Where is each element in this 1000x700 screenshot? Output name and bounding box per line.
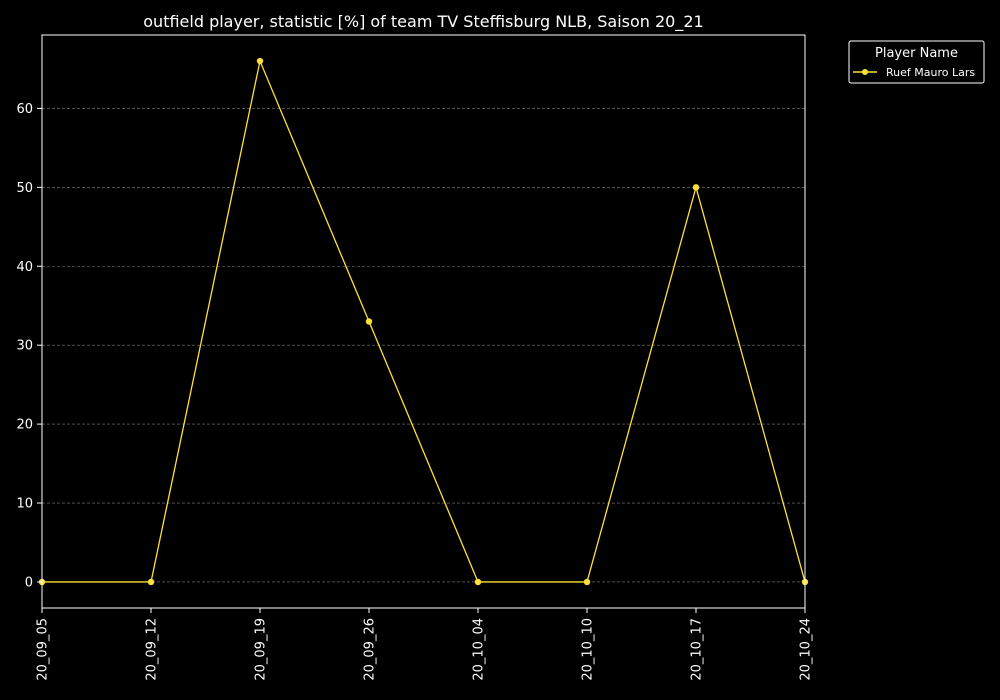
x-tick-label: 20_09_05 bbox=[36, 618, 51, 681]
data-point bbox=[256, 57, 264, 65]
legend-title: Player Name bbox=[875, 46, 958, 61]
y-tick-label: 0 bbox=[25, 575, 33, 590]
y-tick-label: 50 bbox=[16, 181, 33, 196]
x-tick-label: 20_10_24 bbox=[799, 618, 814, 681]
legend-entry-label: Ruef Mauro Lars bbox=[886, 66, 975, 79]
grid-lines bbox=[42, 108, 805, 583]
series-line bbox=[42, 58, 806, 583]
y-tick-label: 40 bbox=[16, 260, 33, 275]
x-tick-label: 20_10_04 bbox=[472, 618, 487, 681]
legend-box bbox=[848, 40, 985, 84]
y-tick-label: 10 bbox=[16, 497, 33, 512]
legend-marker-swatch bbox=[862, 69, 868, 75]
series-layer bbox=[38, 57, 809, 586]
data-point bbox=[147, 578, 155, 586]
chart-title: outfield player, statistic [%] of team T… bbox=[143, 12, 703, 32]
legend: Player Name Ruef Mauro Lars bbox=[848, 40, 985, 84]
y-tick-label: 30 bbox=[16, 339, 33, 354]
x-tick-label: 20_09_19 bbox=[254, 618, 269, 681]
data-point bbox=[365, 318, 373, 325]
data-point bbox=[692, 184, 700, 191]
x-axis: 20_09_05 20_09_12 20_09_19 20_09_26 20_10_04… bbox=[36, 608, 814, 681]
x-tick-label: 20_10_10 bbox=[581, 618, 596, 681]
data-point bbox=[583, 578, 591, 586]
x-tick-label: 20_09_12 bbox=[145, 618, 160, 681]
x-tick-label: 20_10_17 bbox=[690, 618, 705, 681]
plot-area-frame bbox=[41, 34, 806, 609]
y-tick-label: 60 bbox=[16, 102, 33, 117]
x-tick-label: 20_09_26 bbox=[363, 618, 378, 681]
y-axis: 0 10 20 30 40 50 60 bbox=[16, 102, 42, 590]
y-tick-label: 20 bbox=[16, 418, 33, 433]
data-point bbox=[474, 578, 482, 586]
